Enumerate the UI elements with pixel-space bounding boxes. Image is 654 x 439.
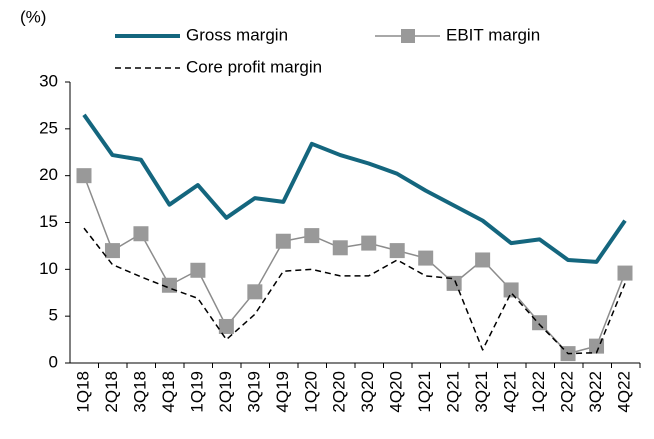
x-tick-label: 2Q22 [558,371,577,413]
series-marker [475,252,491,268]
series-marker [304,228,320,244]
x-tick-label: 4Q21 [501,371,520,413]
y-tick-label: 0 [49,352,58,371]
series-line [82,113,627,264]
x-tick-label: 3Q21 [472,371,491,413]
x-tick-label: 2Q21 [444,371,463,413]
x-tick-label: 2Q20 [330,371,349,413]
x-tick-label: 4Q20 [387,371,406,413]
y-tick-label: 5 [49,306,58,325]
series-marker [218,318,234,334]
x-tick-label: 3Q22 [586,371,605,413]
y-unit-label: (%) [20,7,46,26]
x-tick-label: 3Q18 [130,371,149,413]
legend-marker [401,29,415,43]
y-tick-label: 30 [39,71,58,90]
series-marker [104,243,120,259]
legend-label: Gross margin [186,25,288,44]
x-tick-label: 1Q22 [529,371,548,413]
y-tick-label: 10 [39,259,58,278]
x-tick-label: 2Q19 [216,371,235,413]
x-tick-label: 2Q18 [102,371,121,413]
series-marker [133,226,149,242]
legend-label: EBIT margin [446,25,540,44]
x-tick-label: 4Q18 [159,371,178,413]
x-tick-label: 1Q19 [187,371,206,413]
series-line [83,227,626,355]
series-marker [389,243,405,259]
series-marker [275,233,291,249]
series-marker [332,240,348,256]
series-marker [361,235,377,251]
series-marker [532,315,548,331]
y-tick-label: 20 [39,165,58,184]
series-marker [76,168,92,184]
x-tick-label: 3Q20 [358,371,377,413]
legend-label: Core profit margin [186,57,322,76]
x-tick-label: 4Q19 [273,371,292,413]
y-tick-label: 15 [39,212,58,231]
series-marker [418,250,434,266]
x-tick-label: 1Q18 [73,371,92,413]
series-marker [446,275,462,291]
x-tick-label: 4Q22 [614,371,633,413]
y-tick-label: 25 [39,118,58,137]
series-marker [247,284,263,300]
series-marker [617,265,633,281]
series-marker [503,282,519,298]
x-tick-label: 3Q19 [244,371,263,413]
series-marker [190,262,206,278]
x-tick-label: 1Q21 [415,371,434,413]
x-tick-label: 1Q20 [301,371,320,413]
